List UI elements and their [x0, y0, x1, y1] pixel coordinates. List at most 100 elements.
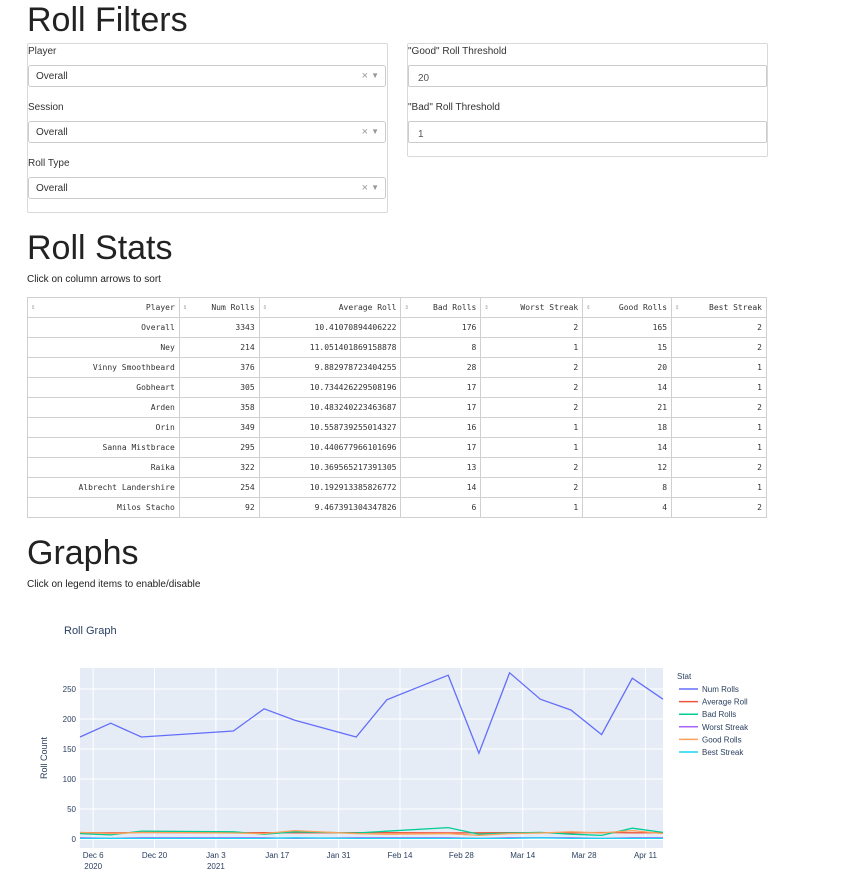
- player-chevron-down-icon[interactable]: ▼: [371, 71, 379, 80]
- table-cell: 20: [582, 357, 673, 378]
- y-tick-label: 250: [63, 685, 77, 694]
- table-cell: 2: [671, 457, 767, 478]
- table-cell: 6: [400, 497, 482, 518]
- table-row: Milos Stacho 92 9.467391304347826 6 1 4 2: [27, 497, 767, 518]
- legend-item[interactable]: Average Roll: [702, 698, 748, 707]
- session-chevron-down-icon[interactable]: ▼: [371, 127, 379, 136]
- session-dropdown-value: Overall: [36, 127, 68, 138]
- legend-item[interactable]: Best Streak: [702, 748, 744, 757]
- series-line-best-streak: [80, 837, 663, 840]
- legend-title: Stat: [677, 672, 692, 681]
- sort-icon[interactable]: ⇕: [586, 303, 591, 311]
- table-cell: 2: [671, 397, 767, 418]
- bad-threshold-label: "Bad" Roll Threshold: [408, 102, 500, 113]
- table-cell: 2: [671, 317, 767, 338]
- player-dropdown[interactable]: Overall × ▼: [28, 65, 386, 87]
- x-tick-label: Mar 14: [510, 851, 535, 860]
- roll-filters-title: Roll Filters: [27, 1, 188, 39]
- table-cell: 10.483240223463687: [258, 397, 402, 418]
- filters-left-panel: Player Overall × ▼ Session Overall × ▼ R…: [27, 43, 388, 213]
- series-line-num-rolls: [79, 671, 664, 755]
- table-cell: Vinny Smoothbeard: [27, 357, 180, 378]
- x-tick-sublabel: 2021: [207, 862, 225, 871]
- legend-item[interactable]: Worst Streak: [702, 723, 749, 732]
- table-cell: Milos Stacho: [27, 497, 180, 518]
- sort-icon[interactable]: ⇕: [675, 303, 680, 311]
- table-cell: 2: [671, 497, 767, 518]
- roll-type-clear-icon[interactable]: ×: [361, 182, 368, 194]
- table-cell: 15: [582, 337, 673, 358]
- table-cell: 2: [480, 357, 584, 378]
- legend-item[interactable]: Num Rolls: [702, 685, 739, 694]
- table-cell: 3343: [178, 317, 260, 338]
- table-cell: 295: [178, 437, 260, 458]
- table-cell: 1: [671, 377, 767, 398]
- roll-type-dropdown[interactable]: Overall × ▼: [28, 177, 386, 199]
- table-cell: 2: [480, 457, 584, 478]
- bad-threshold-input[interactable]: [408, 121, 767, 143]
- table-cell: 28: [400, 357, 482, 378]
- table-cell: 16: [400, 417, 482, 438]
- column-header-player: ⇕ Player: [27, 297, 180, 318]
- table-cell: 10.734426229508196: [258, 377, 402, 398]
- player-clear-icon[interactable]: ×: [361, 70, 368, 82]
- table-cell: Ney: [27, 337, 180, 358]
- table-cell: 17: [400, 397, 482, 418]
- column-header-num-rolls: ⇕ Num Rolls: [178, 297, 260, 318]
- legend-item[interactable]: Bad Rolls: [702, 710, 736, 719]
- table-cell: 14: [582, 377, 673, 398]
- x-tick-label: Feb 14: [388, 851, 413, 860]
- table-cell: 17: [400, 437, 482, 458]
- roll-type-chevron-down-icon[interactable]: ▼: [371, 183, 379, 192]
- table-row: Arden 358 10.483240223463687 17 2 21 2: [27, 397, 767, 418]
- filters-right-panel: "Good" Roll Threshold "Bad" Roll Thresho…: [407, 43, 768, 157]
- table-cell: 349: [178, 417, 260, 438]
- x-tick-label: Jan 31: [327, 851, 352, 860]
- table-row: Overall 3343 10.41070894406222 176 2 165 2: [27, 317, 767, 338]
- series-line-good-rolls: [79, 829, 664, 837]
- column-header-good-rolls: ⇕ Good Rolls: [582, 297, 673, 318]
- y-tick-label: 0: [72, 835, 77, 844]
- good-threshold-label: "Good" Roll Threshold: [408, 46, 507, 57]
- table-cell: Orin: [27, 417, 180, 438]
- series-line-bad-rolls: [79, 826, 664, 837]
- table-cell: 305: [178, 377, 260, 398]
- column-header-average-roll: ⇕ Average Roll: [258, 297, 402, 318]
- good-threshold-input[interactable]: [408, 65, 767, 87]
- table-cell: 1: [480, 437, 584, 458]
- table-cell: 254: [178, 477, 260, 498]
- table-cell: 14: [582, 437, 673, 458]
- table-cell: 2: [480, 397, 584, 418]
- table-cell: 1: [671, 477, 767, 498]
- session-clear-icon[interactable]: ×: [361, 126, 368, 138]
- table-cell: Raika: [27, 457, 180, 478]
- table-cell: 21: [582, 397, 673, 418]
- sort-icon[interactable]: ⇕: [484, 303, 489, 311]
- table-cell: 9.882978723404255: [258, 357, 402, 378]
- column-header-bad-rolls: ⇕ Bad Rolls: [400, 297, 482, 318]
- table-cell: 10.558739255014327: [258, 417, 402, 438]
- session-label: Session: [28, 102, 64, 113]
- roll-type-label: Roll Type: [28, 158, 70, 169]
- table-cell: 11.051401869158878: [258, 337, 402, 358]
- table-header-row: ⇕ Player ⇕ Num Rolls ⇕ Average Roll ⇕ Bad Ro…: [27, 297, 767, 318]
- column-header-worst-streak: ⇕ Worst Streak: [480, 297, 584, 318]
- table-cell: 1: [671, 357, 767, 378]
- legend-item[interactable]: Good Rolls: [702, 735, 742, 744]
- x-tick-sublabel: 2020: [84, 862, 102, 871]
- table-cell: 4: [582, 497, 673, 518]
- sort-icon[interactable]: ⇕: [404, 303, 409, 311]
- y-tick-label: 100: [63, 775, 77, 784]
- chart-title: Roll Graph: [64, 625, 117, 637]
- table-cell: Gobheart: [27, 377, 180, 398]
- session-dropdown[interactable]: Overall × ▼: [28, 121, 386, 143]
- table-row: Sanna Mistbrace 295 10.440677966101696 17 1 1…: [27, 437, 767, 458]
- sort-icon[interactable]: ⇕: [31, 303, 36, 311]
- table-cell: 14: [400, 477, 482, 498]
- table-cell: 1: [480, 497, 584, 518]
- table-row: Vinny Smoothbeard 376 9.882978723404255 28 2…: [27, 357, 767, 378]
- sort-icon[interactable]: ⇕: [182, 303, 188, 311]
- table-cell: 376: [178, 357, 260, 378]
- sort-icon[interactable]: ⇕: [262, 303, 267, 311]
- table-cell: 8: [582, 477, 673, 498]
